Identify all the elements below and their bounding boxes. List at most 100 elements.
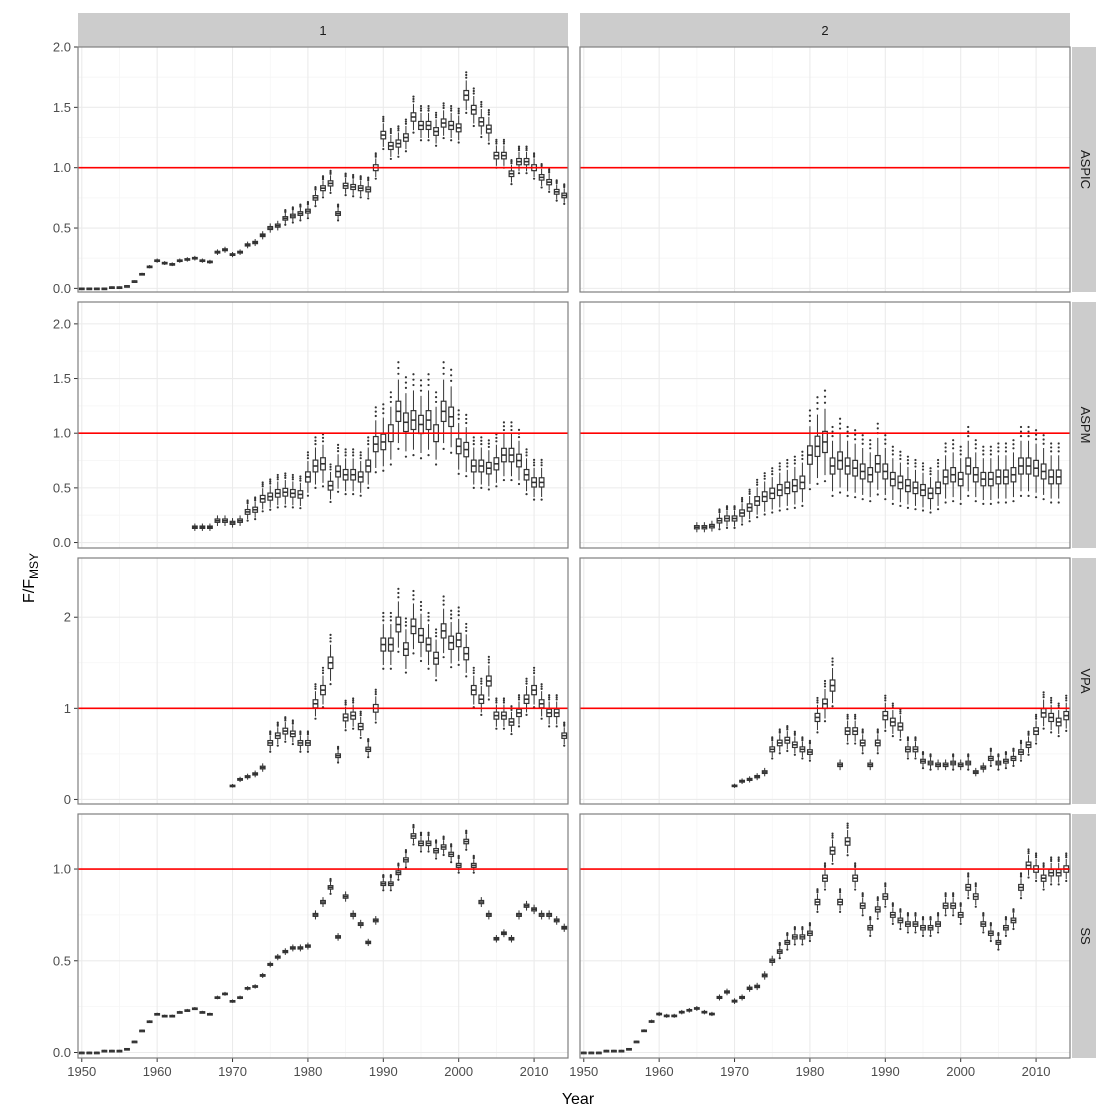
boxplot-1977 bbox=[282, 472, 289, 508]
box-outlier bbox=[748, 520, 751, 523]
box-outlier bbox=[427, 619, 430, 622]
box-outlier bbox=[1057, 859, 1060, 863]
boxplot-1973 bbox=[252, 770, 259, 778]
box-outlier bbox=[397, 878, 400, 881]
boxplot-1958 bbox=[641, 1029, 648, 1033]
box-outlier bbox=[284, 719, 287, 722]
box-outlier bbox=[532, 464, 536, 467]
box-outlier bbox=[982, 449, 985, 452]
box-outlier bbox=[725, 505, 729, 508]
boxplot-2008 bbox=[516, 910, 522, 920]
box-outlier bbox=[816, 910, 819, 913]
boxplot-1997 bbox=[433, 839, 440, 860]
box-outlier bbox=[831, 425, 834, 429]
boxplot-1969 bbox=[724, 505, 730, 529]
box-outlier bbox=[397, 125, 400, 128]
box-outlier bbox=[1019, 875, 1023, 878]
box-outlier bbox=[382, 120, 385, 123]
box-outlier bbox=[321, 669, 325, 672]
box-outlier bbox=[748, 488, 751, 491]
box-outlier bbox=[793, 462, 796, 465]
boxplot-1970 bbox=[229, 518, 236, 528]
box-outlier bbox=[982, 912, 985, 915]
boxplot-1961 bbox=[161, 261, 168, 265]
box-outlier bbox=[419, 659, 423, 663]
box-outlier bbox=[495, 440, 498, 443]
box-outlier bbox=[1057, 734, 1060, 738]
box-outlier bbox=[465, 73, 468, 77]
box-outlier bbox=[487, 142, 490, 145]
boxplot-1983 bbox=[829, 425, 836, 497]
boxplot-1990 bbox=[380, 115, 387, 151]
box-outlier bbox=[997, 948, 1000, 951]
box-outlier bbox=[510, 160, 513, 163]
box-outlier bbox=[495, 727, 498, 730]
box-outlier bbox=[778, 465, 781, 468]
box-outlier bbox=[982, 445, 985, 448]
boxplot-1988 bbox=[365, 738, 372, 759]
row-strip-aspm bbox=[1072, 302, 1096, 548]
boxplot-1994 bbox=[410, 589, 417, 655]
boxplot-2009 bbox=[1025, 730, 1032, 756]
boxplot-1963 bbox=[176, 1010, 183, 1014]
box-outlier bbox=[427, 139, 430, 142]
boxplot-1995 bbox=[418, 600, 424, 663]
box-outlier bbox=[801, 457, 804, 461]
boxplot-1983 bbox=[829, 657, 836, 708]
box-outlier bbox=[808, 419, 812, 423]
boxplot-1979 bbox=[297, 203, 304, 222]
box-outlier bbox=[306, 494, 310, 497]
box-outlier bbox=[899, 908, 902, 911]
boxplot-1975 bbox=[769, 955, 776, 966]
boxplot-1969 bbox=[724, 988, 730, 996]
box-outlier bbox=[480, 100, 483, 104]
box-outlier bbox=[352, 454, 355, 457]
box-outlier bbox=[419, 600, 423, 604]
box-outlier bbox=[891, 445, 894, 448]
boxplot-1958 bbox=[139, 1029, 146, 1033]
panel-background bbox=[580, 814, 1070, 1058]
box-outlier bbox=[548, 698, 551, 701]
box-outlier bbox=[831, 836, 834, 839]
box-outlier bbox=[771, 757, 774, 760]
boxplot-1971 bbox=[739, 994, 746, 1001]
box-outlier bbox=[884, 905, 887, 908]
box-outlier bbox=[899, 454, 902, 457]
box-outlier bbox=[284, 476, 287, 479]
boxplot-1957 bbox=[131, 280, 138, 283]
boxplot-1991 bbox=[889, 902, 896, 925]
box-outlier bbox=[480, 135, 483, 139]
box-outlier bbox=[367, 176, 370, 179]
box-outlier bbox=[1027, 425, 1030, 429]
boxplot-1971 bbox=[237, 515, 244, 526]
boxplot-2009 bbox=[523, 448, 530, 496]
box-outlier bbox=[419, 379, 423, 382]
box-outlier bbox=[502, 421, 506, 424]
box-outlier bbox=[269, 478, 272, 481]
box-outlier bbox=[450, 617, 453, 620]
box-outlier bbox=[854, 715, 857, 718]
box-outlier bbox=[906, 757, 910, 760]
y-tick-label: 0.5 bbox=[53, 221, 71, 236]
box-outlier bbox=[989, 764, 992, 768]
box-outlier bbox=[276, 506, 279, 509]
boxplot-1984 bbox=[335, 933, 342, 941]
box-outlier bbox=[816, 891, 819, 894]
boxplot-1980 bbox=[304, 451, 311, 497]
y-axis-title-main: F/F bbox=[21, 579, 38, 603]
box-outlier bbox=[906, 458, 910, 462]
box-outlier bbox=[1057, 501, 1060, 504]
panel-ss-1: 0.0 0.5 1.0 1950 1960 1970 1980 1990 2000 2010 bbox=[53, 813, 569, 1079]
box-outlier bbox=[974, 885, 977, 888]
box-outlier bbox=[525, 451, 528, 454]
y-tick-label: 0.5 bbox=[53, 953, 71, 968]
boxplot-1967 bbox=[206, 523, 213, 531]
boxplot-1970 bbox=[229, 999, 236, 1003]
box-outlier bbox=[959, 449, 962, 452]
boxplot-1996 bbox=[927, 753, 934, 771]
box-outlier bbox=[434, 628, 438, 631]
box-outlier bbox=[1019, 759, 1023, 762]
panel-background bbox=[78, 814, 568, 1058]
boxplot-1965 bbox=[191, 523, 198, 531]
box-outlier bbox=[869, 916, 872, 919]
